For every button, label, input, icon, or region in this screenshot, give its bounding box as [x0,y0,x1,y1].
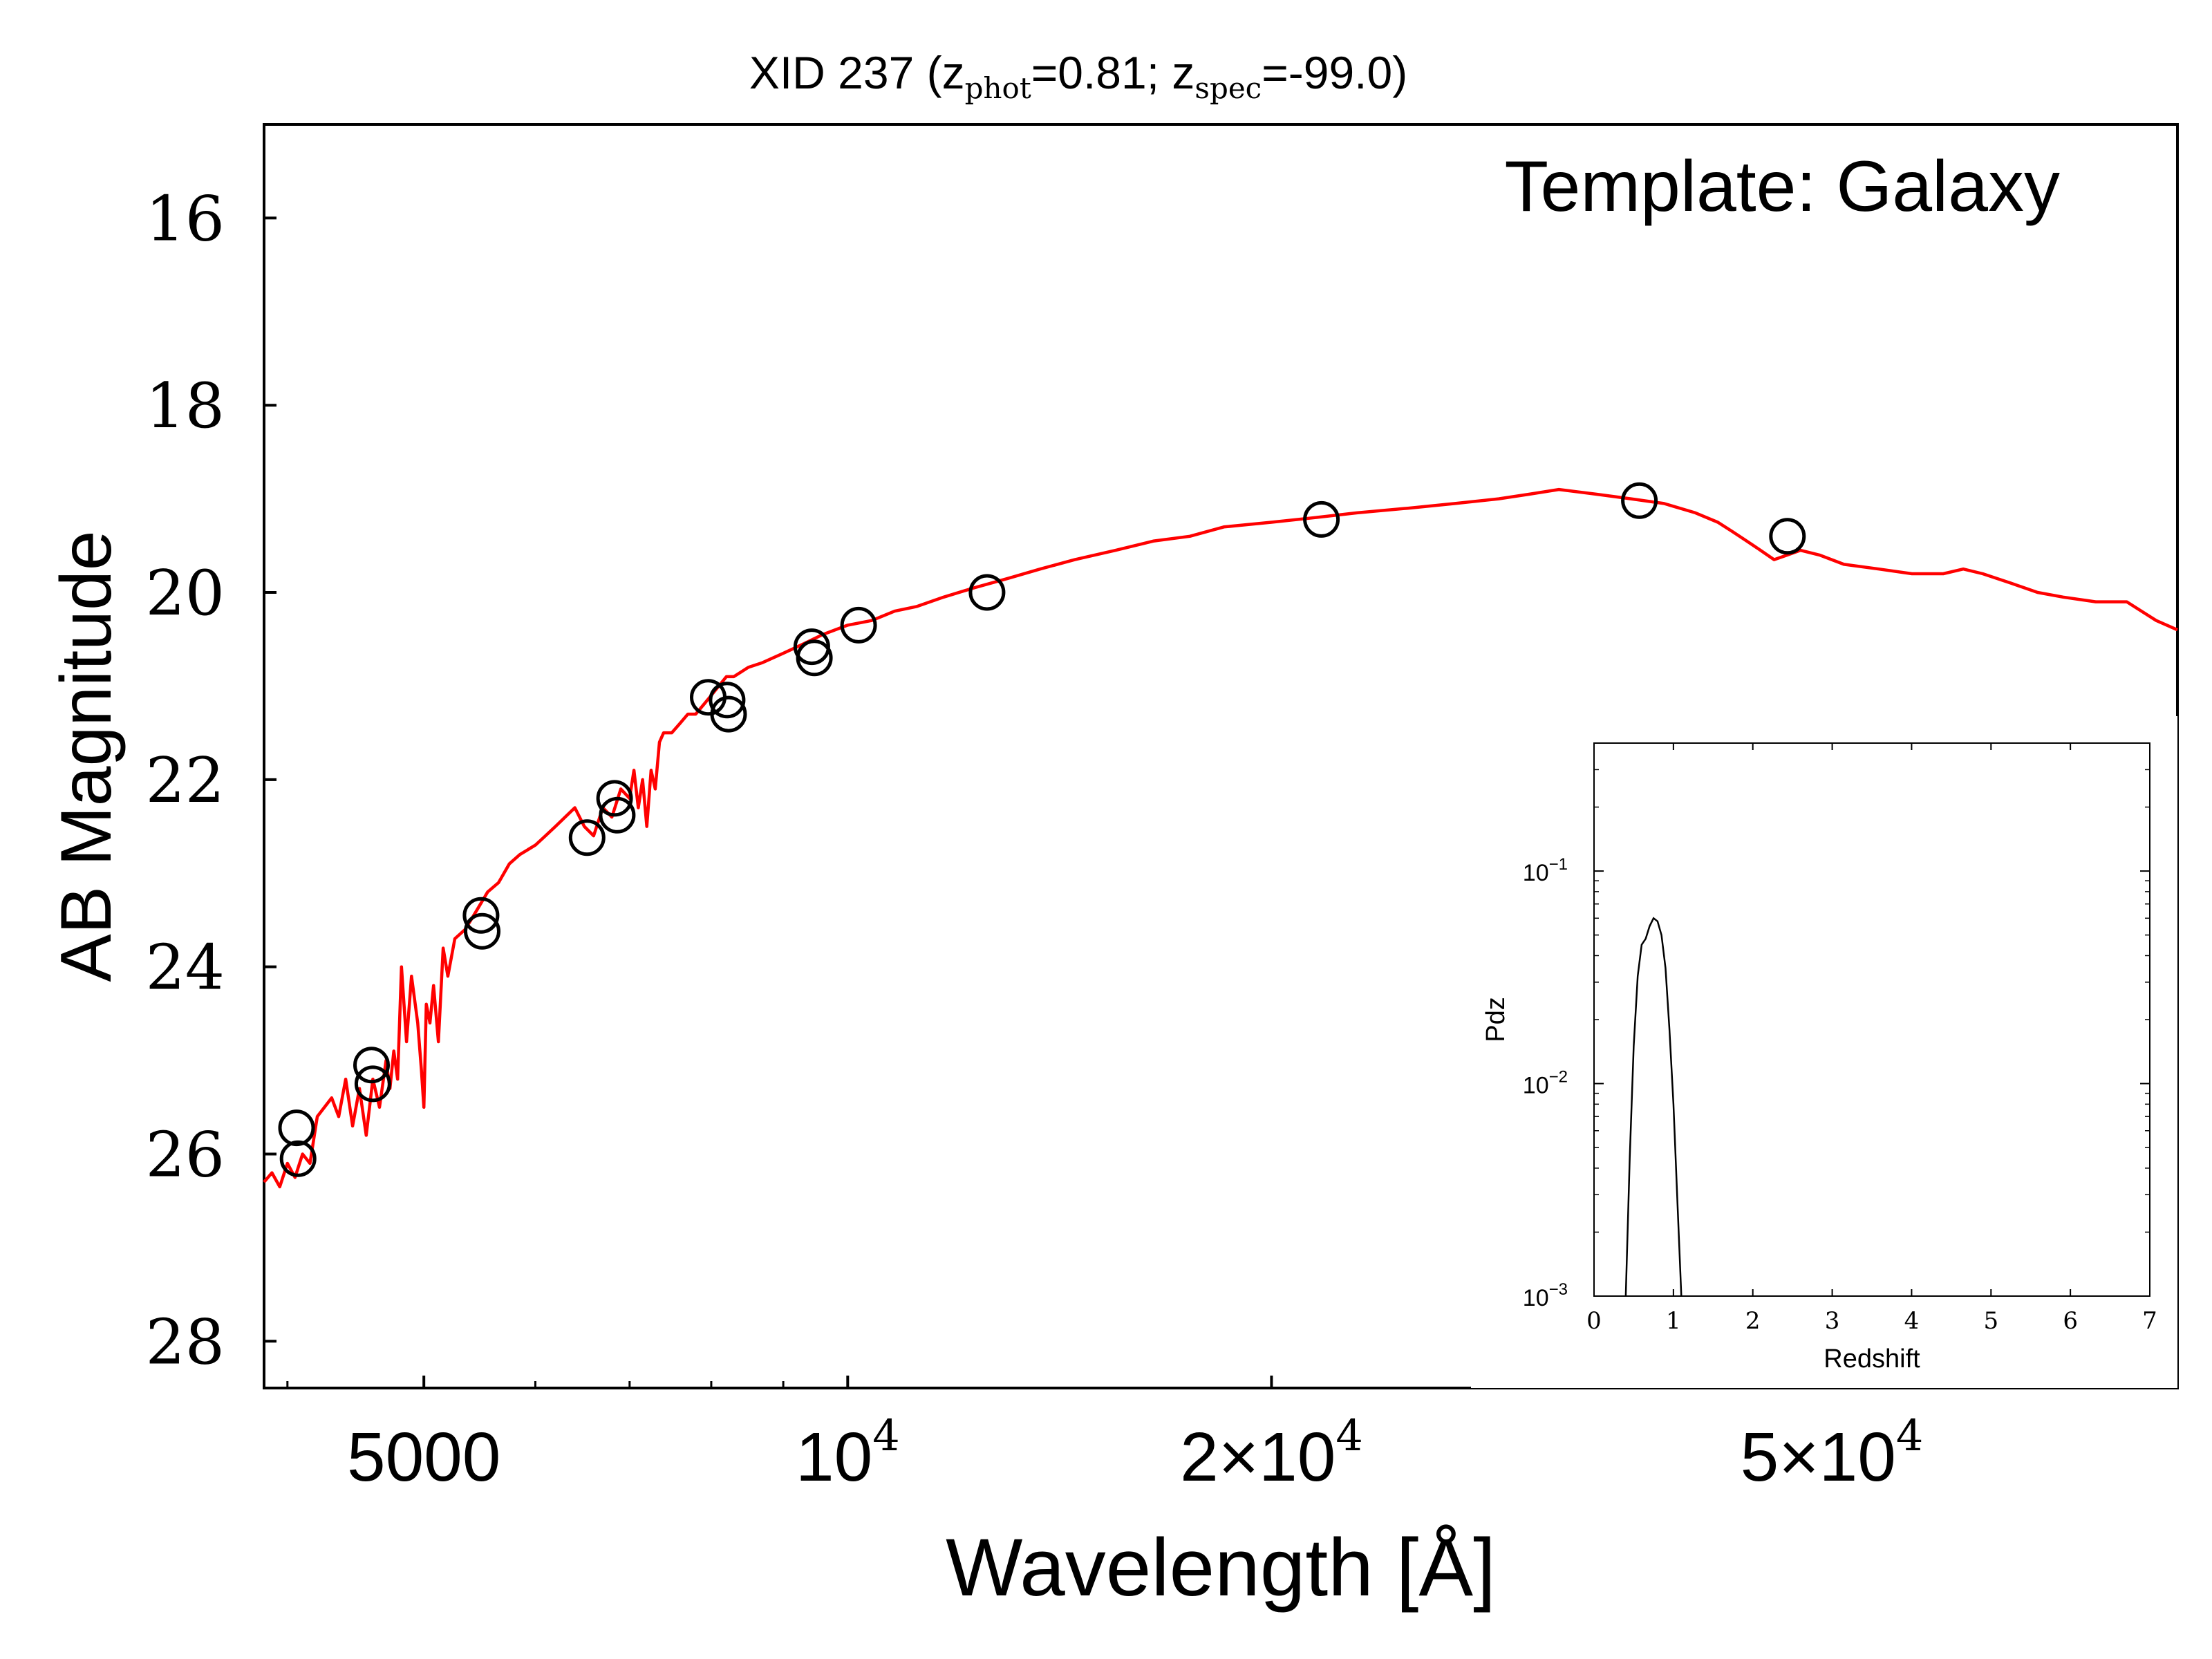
inset-x-tick-label: 7 [2142,1307,2157,1335]
template-sed-line [263,487,2178,1189]
x-tick-label: 2×104 [1180,1410,1363,1496]
series-layer [263,482,2178,1189]
inset-x-tick-label: 0 [1586,1307,1602,1335]
inset-y-label: Pdz [1481,997,1510,1042]
inset-y-ticks: 10−1 10−2 10−3 [1523,742,2150,1311]
y-tick-label: 28 [145,1306,225,1378]
photometry-point [353,1047,390,1084]
photometry-point [464,912,500,950]
inset-x-tick-label: 2 [1745,1307,1761,1335]
photometry-point [709,682,746,719]
x-tick-label: 5×104 [1741,1410,1924,1496]
inset-y-tick-label: 10−1 [1523,855,1568,886]
x-tick-exponent: 4 [872,1410,899,1461]
photometry-point [796,639,833,677]
inset-x-tick-label: 1 [1666,1307,1681,1335]
y-tick-label: 22 [145,744,225,817]
photometry-point [1303,500,1340,538]
pdz-curve [1624,917,1683,1297]
title-prefix: XID 237 (z [749,47,965,98]
inset-y-tick-label: 10−3 [1523,1280,1568,1311]
chart-title: XID 237 (zphot=0.81; zspec=-99.0) [749,47,1407,105]
template-annotation: Template: Galaxy [1505,147,2060,227]
photometry-point [568,819,606,856]
inset-series-layer [1624,917,1683,1297]
inset-x-tick-label: 6 [2063,1307,2078,1335]
x-axis-ticks: 5000 104 2×104 5×104 [286,1376,2121,1496]
x-tick-label: 5000 [347,1418,500,1496]
title-suffix: =-99.0) [1262,47,1407,98]
photometry-point [599,796,636,834]
title-mid: =0.81; z [1031,47,1195,98]
inset-x-ticks: 0 1 2 3 4 5 6 7 [1586,743,2157,1335]
inset-x-tick-label: 4 [1904,1307,1920,1335]
y-tick-label: 24 [145,932,225,1004]
y-axis-label: AB Magnitude [46,530,126,982]
photometry-point [279,1140,317,1177]
x-axis-label: Wavelength [Å] [946,1522,1496,1613]
photometry-point [968,574,1006,611]
photometry-point [840,606,877,644]
x-tick-exponent: 4 [1335,1410,1362,1461]
y-tick-label: 16 [145,182,225,255]
y-axis-ticks: 16 18 20 22 24 26 28 [145,182,276,1378]
y-tick-label: 18 [145,370,225,442]
y-tick-label: 20 [145,557,225,630]
inset-y-tick-label: 10−2 [1523,1068,1568,1099]
photometry-point [596,780,633,817]
photometry-point [278,1109,315,1147]
photometry-point [1769,518,1806,555]
inset-x-tick-label: 5 [1983,1307,1998,1335]
title-sub-phot: phot [965,71,1031,105]
x-tick-exponent: 4 [1896,1410,1923,1461]
title-sub-spec: spec [1194,71,1262,105]
photometry-point [354,1065,391,1103]
inset-x-label: Redshift [1824,1344,1920,1374]
inset-background [1471,716,2177,1388]
inset-x-tick-label: 3 [1825,1307,1840,1335]
y-tick-label: 26 [145,1118,225,1191]
photometry-point [710,695,747,733]
x-tick-label: 104 [796,1410,900,1496]
photometry-point [462,897,500,934]
photometry-point [1621,482,1658,519]
pdz-inset: 0 1 2 3 4 5 6 7 10−1 10−2 10−3 Redshift Pdz [1471,716,2177,1388]
